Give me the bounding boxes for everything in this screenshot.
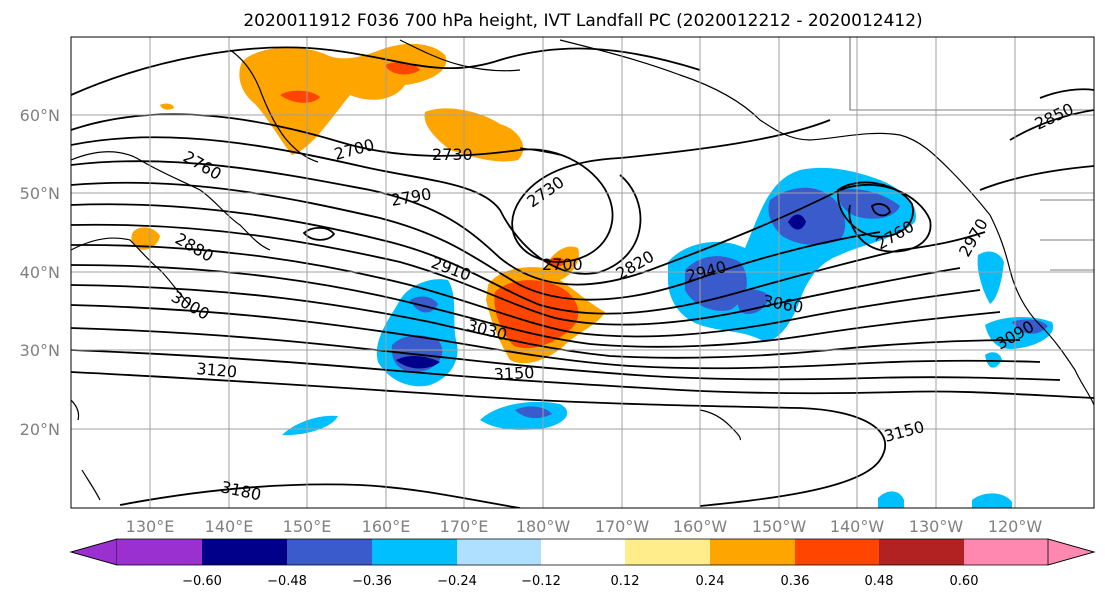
lon-label: 130°W xyxy=(909,517,964,536)
lon-label: 140°W xyxy=(830,517,885,536)
colorbar-tick-label: 0.12 xyxy=(611,574,640,589)
colorbar-tick-label: −0.36 xyxy=(352,574,392,589)
lat-label: 20°N xyxy=(20,420,60,439)
lat-label: 40°N xyxy=(20,263,60,282)
lon-label: 140°E xyxy=(205,517,254,536)
colorbar-segment xyxy=(202,539,287,565)
colorbar-tick-label: −0.48 xyxy=(267,574,307,589)
colorbar-segment xyxy=(372,539,457,565)
colorbar-segment xyxy=(541,539,625,565)
colorbar-segment xyxy=(287,539,372,565)
colorbar-tick-label: −0.60 xyxy=(182,574,222,589)
contour-label: 2700 xyxy=(542,255,583,274)
lat-label: 60°N xyxy=(20,106,60,125)
lon-label: 150°E xyxy=(283,517,332,536)
latitude-labels: 60°N 50°N 40°N 30°N 20°N xyxy=(20,106,60,439)
colorbar-segment xyxy=(795,539,879,565)
map-panel: 2700 2730 2760 2790 2820 2850 2880 2910 … xyxy=(70,36,1095,509)
contour-label: 2730 xyxy=(432,145,473,164)
colorbar-segment xyxy=(457,539,541,565)
lat-label: 30°N xyxy=(20,341,60,360)
lat-label: 50°N xyxy=(20,184,60,203)
lon-label: 150°W xyxy=(752,517,807,536)
contour-label: 3120 xyxy=(196,359,238,381)
ivt-shading xyxy=(131,43,1054,508)
longitude-labels: 130°E 140°E 150°E 160°E 170°E 180°W 170°… xyxy=(126,517,1043,536)
colorbar-tick-label: −0.12 xyxy=(521,574,561,589)
figure-title: 2020011912 F036 700 hPa height, IVT Land… xyxy=(243,11,922,31)
contour-label: 3150 xyxy=(493,363,535,384)
colorbar-tick-label: 0.24 xyxy=(696,574,725,589)
map-frame xyxy=(70,36,1095,509)
colorbar-tick-label: 0.48 xyxy=(865,574,894,589)
colorbar-segment xyxy=(710,539,795,565)
gridlines xyxy=(71,37,1094,508)
colorbar-segment xyxy=(625,539,710,565)
colorbar-segment xyxy=(117,539,202,565)
colorbar-extend-low xyxy=(69,538,118,566)
colorbar-tick-label: 0.60 xyxy=(950,574,979,589)
coastlines xyxy=(71,37,1094,501)
lon-label: 130°E xyxy=(126,517,175,536)
colorbar-segment xyxy=(964,539,1048,565)
colorbar-extend-high xyxy=(1047,538,1096,566)
lon-label: 170°E xyxy=(440,517,489,536)
colorbar: −0.60 −0.48 −0.36 −0.24 −0.12 0.12 0.24 … xyxy=(69,538,1096,589)
lon-label: 120°W xyxy=(988,517,1043,536)
lon-label: 180°W xyxy=(516,517,571,536)
lon-label: 170°W xyxy=(595,517,650,536)
colorbar-segment xyxy=(879,539,964,565)
colorbar-tick-label: −0.24 xyxy=(437,574,477,589)
lon-label: 160°E xyxy=(362,517,411,536)
colorbar-tick-label: 0.36 xyxy=(781,574,810,589)
lon-label: 160°W xyxy=(673,517,728,536)
